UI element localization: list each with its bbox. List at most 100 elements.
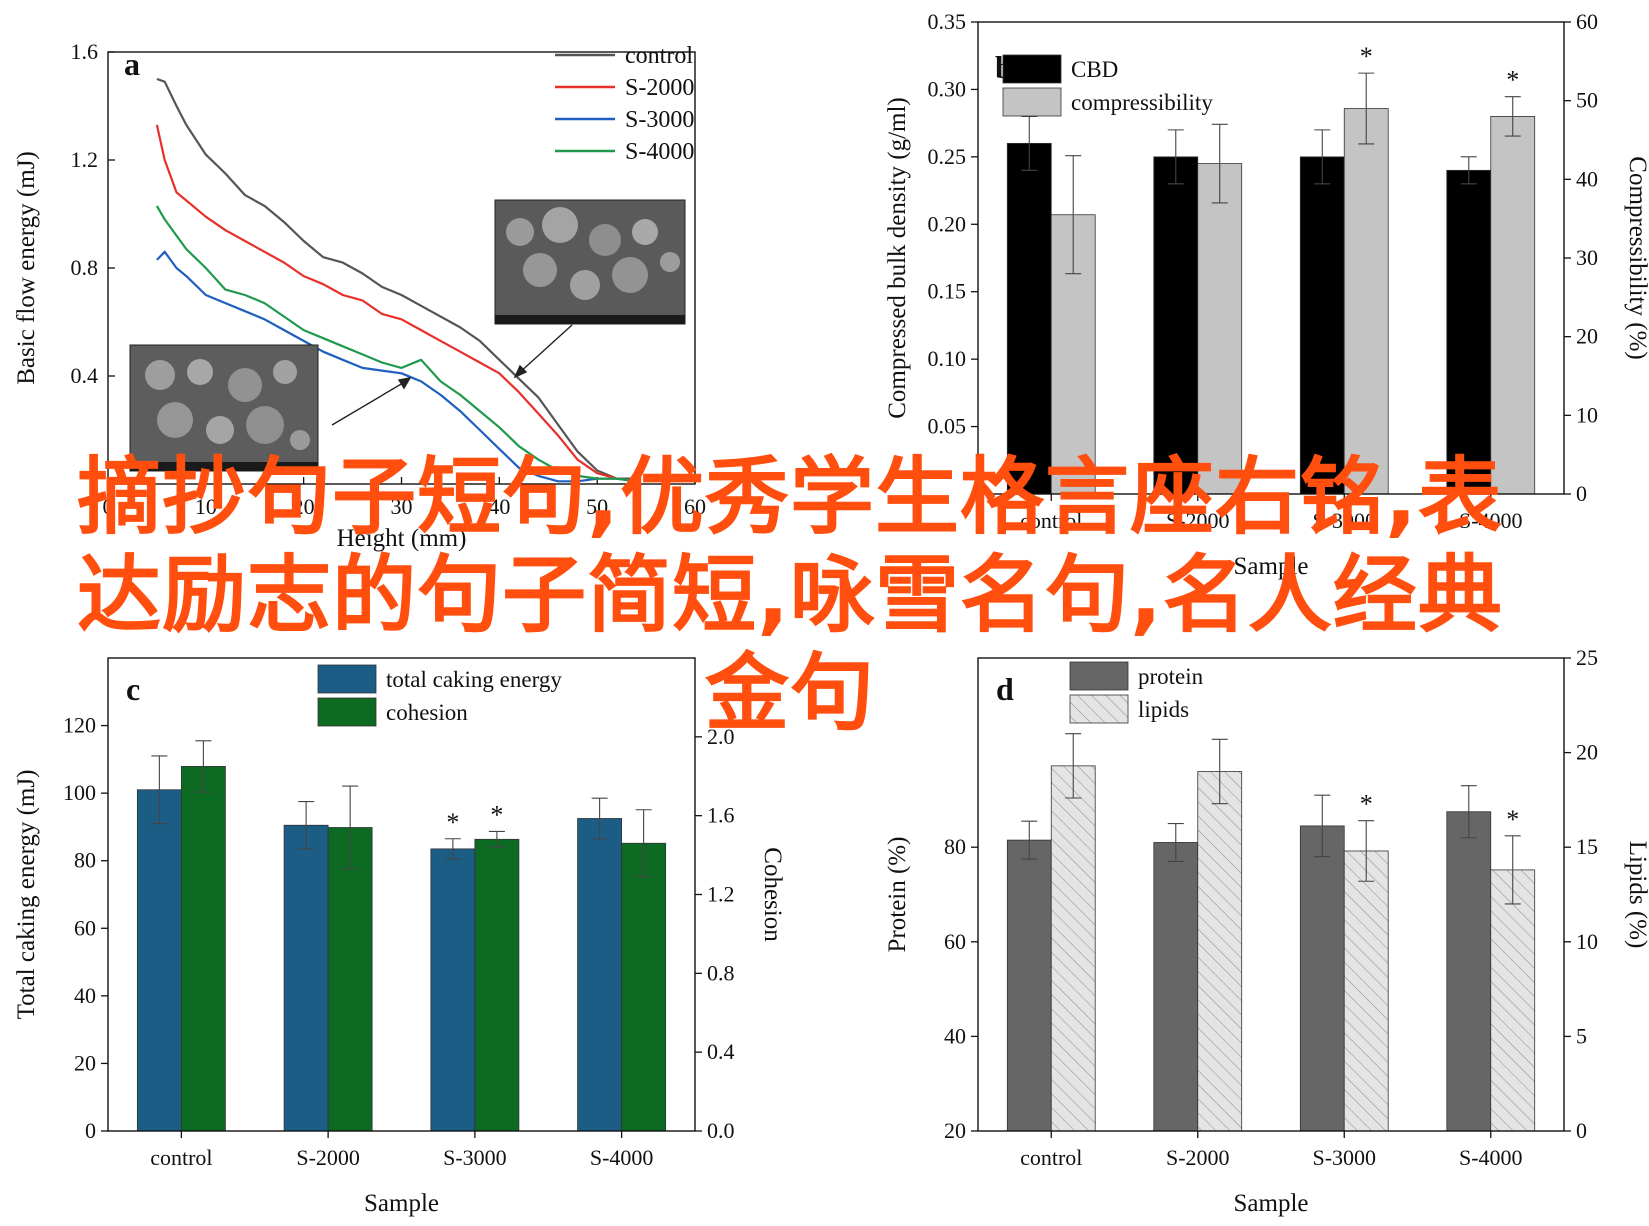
y-axis-label: Compressed bulk density (g/ml) (884, 97, 911, 419)
bar-cohesion (621, 842, 667, 1132)
y-right-tick-label: 30 (1576, 245, 1598, 270)
x-tick-label: 10 (195, 494, 217, 519)
x-tick-label: 30 (391, 494, 413, 519)
y-right-tick-label: 0 (1576, 1118, 1587, 1143)
significance-star: * (1506, 805, 1519, 834)
y-right-tick-label: 0 (1576, 481, 1587, 506)
bar-compressibility (1343, 108, 1389, 495)
y-tick-label: 0.15 (928, 279, 967, 304)
legend-swatch-lipids (1069, 694, 1129, 724)
x-tick-label: S-3000 (443, 1145, 507, 1170)
significance-star: * (1360, 42, 1373, 71)
y-right-tick-label: 1.6 (707, 803, 735, 828)
y-axis-label: Protein (%) (884, 837, 911, 953)
legend-swatch-cohesion (317, 697, 377, 727)
panel-c: * * 0 20 40 60 80 100 120 0.0 0.4 0.8 1.2 1.6 2.0 contr… (13, 657, 786, 1217)
bar-protein (1446, 811, 1492, 1132)
bar-cohesion (180, 765, 226, 1132)
significance-star: * (490, 800, 503, 829)
y-tick-label: 0.30 (928, 76, 967, 101)
panel-letter: c (126, 671, 140, 707)
y-tick-label: 1.2 (71, 147, 99, 172)
y-tick-label: 60 (74, 915, 96, 940)
series-line-S-3000 (156, 250, 637, 483)
y-right-tick-label: 10 (1576, 929, 1598, 954)
x-tick-label: control (150, 1145, 212, 1170)
y-right-tick-label: 60 (1576, 9, 1598, 34)
x-tick-label: S-3000 (1312, 1145, 1376, 1170)
significance-star: * (1360, 790, 1373, 819)
y-right-tick-label: 20 (1576, 324, 1598, 349)
bar-CBD (1446, 169, 1492, 495)
x-tick-label: S-2000 (296, 1145, 360, 1170)
y-tick-label: 0.20 (928, 211, 967, 236)
y-tick-label: 100 (63, 780, 96, 805)
y-right-tick-label: 20 (1576, 740, 1598, 765)
legend-swatch-CBD (1002, 54, 1062, 84)
x-tick-label: 50 (586, 494, 608, 519)
bar-compressibility (1490, 116, 1536, 495)
x-tick-label: control (1020, 1145, 1082, 1170)
panel-letter: d (996, 671, 1014, 707)
y-right-tick-label: 2.0 (707, 724, 735, 749)
series-line-S-2000 (155, 124, 637, 483)
bar-cohesion (327, 827, 373, 1132)
y-tick-label: 0.4 (71, 363, 99, 388)
bar-total caking energy (283, 824, 329, 1132)
legend-label: S-3000 (625, 107, 694, 133)
y-tick-label: 60 (944, 929, 966, 954)
y-right-tick-label: 50 (1576, 88, 1598, 113)
sem-inset-top (494, 199, 686, 325)
legend-swatch-total caking energy (317, 664, 377, 694)
x-tick-label: 0 (103, 494, 114, 519)
y-right-tick-label: 0.4 (707, 1039, 735, 1064)
y-right-tick-label: 15 (1576, 834, 1598, 859)
y-right-axis-label: Lipids (%) (1624, 841, 1649, 949)
legend-swatch-protein (1069, 661, 1129, 691)
bar-lipids (1490, 869, 1536, 1132)
legend-label: compressibility (1071, 90, 1213, 115)
bar-compressibility (1197, 163, 1243, 495)
panel-b: * * 0.05 0.10 0.15 0.20 0.25 0.30 0.35 0 10 20 30 40 5… (884, 9, 1649, 580)
y-right-axis-label: Cohesion (759, 847, 786, 942)
x-tick-label: S-3000 (1312, 508, 1376, 533)
y-tick-label: 0 (85, 1118, 96, 1143)
x-tick-label: 20 (293, 494, 315, 519)
bar-total caking energy (577, 818, 623, 1132)
bar-total caking energy (136, 789, 182, 1132)
legend-label: S-4000 (625, 139, 694, 165)
panel-letter: a (124, 46, 140, 82)
legend-label: S-2000 (625, 75, 694, 101)
y-right-tick-label: 10 (1576, 402, 1598, 427)
significance-star: * (1506, 66, 1519, 95)
significance-star: * (446, 808, 459, 837)
x-axis-label: Sample (1234, 1190, 1309, 1217)
y-axis-label: Total caking energy (mJ) (13, 770, 40, 1020)
legend-label: protein (1138, 664, 1204, 689)
y-right-tick-label: 0.8 (707, 960, 735, 985)
bar-protein (1006, 839, 1052, 1132)
bar-cohesion (474, 838, 520, 1132)
series-line-control (156, 77, 637, 480)
plot-frame (977, 657, 1565, 1132)
y-tick-label: 1.6 (71, 39, 99, 64)
panel-a: 0.4 0.8 1.2 1.6 0 10 20 30 40 50 60 Height (mm) Basi… (13, 39, 706, 552)
x-tick-label: S-4000 (590, 1145, 654, 1170)
x-axis-label: Height (mm) (337, 525, 467, 552)
x-tick-label: 60 (684, 494, 706, 519)
legend-label: CBD (1071, 57, 1118, 82)
y-axis-label: Basic flow energy (mJ) (13, 151, 40, 385)
y-tick-label: 120 (63, 713, 96, 738)
x-axis-label: Sample (364, 1190, 439, 1217)
x-tick-label: S-4000 (1459, 1145, 1523, 1170)
bar-protein (1153, 842, 1199, 1132)
legend-label: total caking energy (386, 667, 562, 692)
y-tick-label: 20 (74, 1050, 96, 1075)
y-tick-label: 0.05 (928, 414, 967, 439)
x-axis-label: Sample (1234, 553, 1309, 580)
bar-CBD (1153, 156, 1199, 495)
x-tick-label: S-2000 (1166, 508, 1230, 533)
y-tick-label: 40 (74, 983, 96, 1008)
bar-CBD (1006, 142, 1052, 495)
